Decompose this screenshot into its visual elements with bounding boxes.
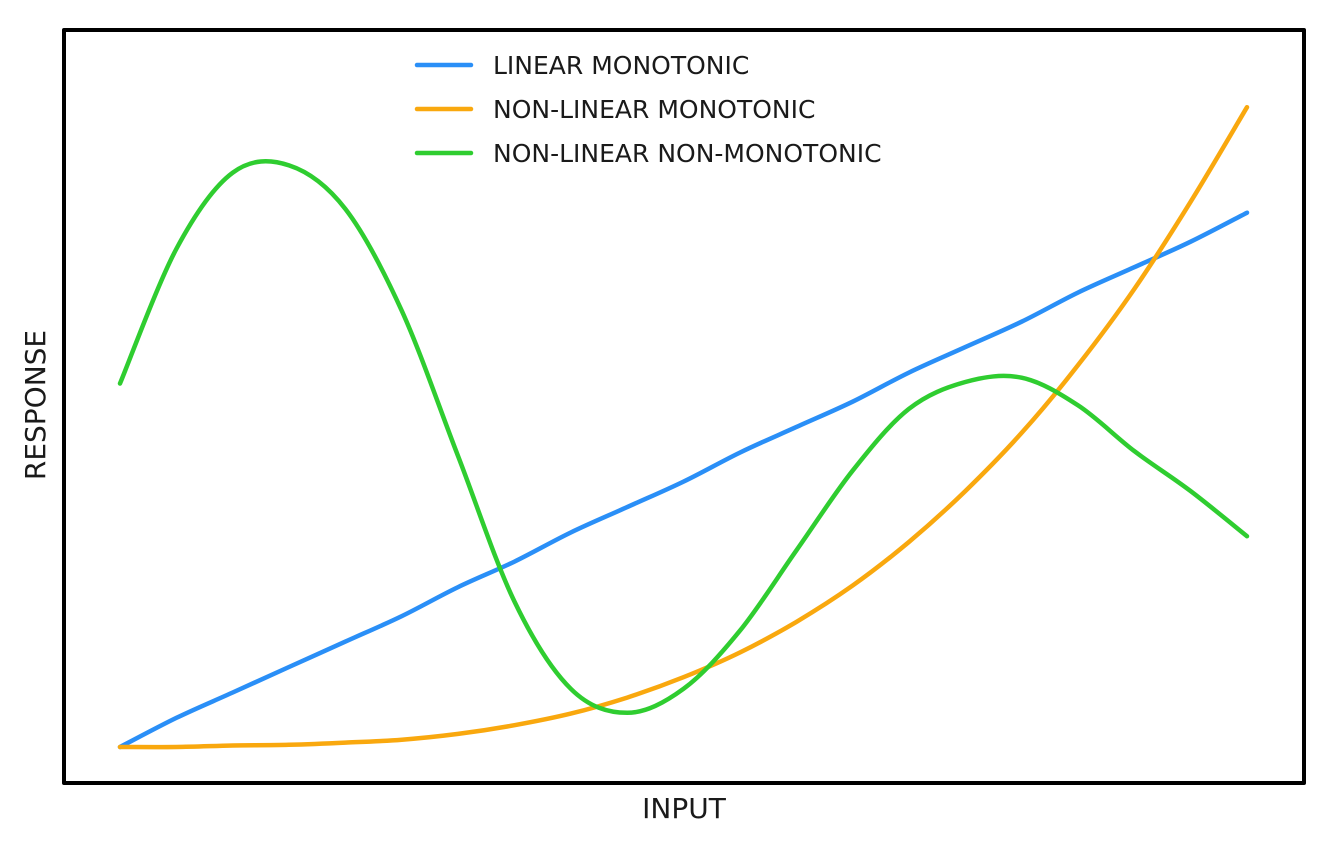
series-line-3	[117, 159, 1250, 716]
legend: LINEAR MONOTONIC NON-LINEAR MONOTONIC NON-…	[414, 51, 882, 168]
legend-label-3: NON-LINEAR NON-MONOTONIC	[493, 139, 882, 168]
plot-frame	[62, 28, 1306, 785]
series-line-1	[117, 210, 1250, 750]
x-axis-label: INPUT	[642, 792, 727, 825]
legend-label-2: NON-LINEAR MONOTONIC	[493, 95, 815, 124]
series-layer	[117, 104, 1250, 750]
y-axis-label: RESPONSE	[19, 330, 52, 480]
series-line-2	[117, 104, 1250, 750]
legend-label-1: LINEAR MONOTONIC	[493, 51, 749, 80]
